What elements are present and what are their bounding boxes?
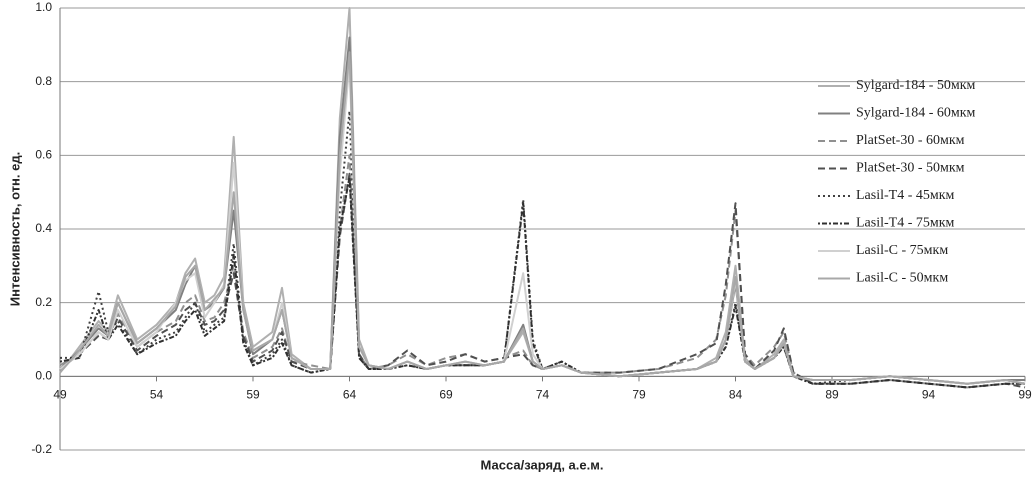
legend-label: Lasil-C - 75мкм [856, 243, 948, 258]
legend-label: Sylgard-184 - 60мкм [856, 106, 976, 121]
series-line [59, 51, 1026, 385]
x-tick-label: 49 [53, 388, 67, 402]
legend-label: Lasil-T4 - 75мкм [856, 216, 955, 231]
x-tick-label: 54 [150, 388, 164, 402]
x-tick-label: 84 [729, 388, 743, 402]
y-tick-label: 0.0 [35, 369, 52, 383]
y-tick-label: 0.8 [35, 74, 52, 88]
y-tick-label: -0.2 [31, 442, 52, 456]
x-tick-label: 64 [343, 388, 357, 402]
series-line [59, 154, 1025, 389]
y-tick-label: 1.0 [35, 0, 52, 14]
x-tick-label: 94 [922, 388, 936, 402]
series-line [59, 172, 1026, 389]
x-tick-label: 79 [632, 388, 646, 402]
y-axis-label: Интенсивность, отн. ед. [7, 152, 22, 306]
legend-label: PlatSet-30 - 60мкм [856, 133, 965, 148]
x-tick-label: 89 [825, 388, 839, 402]
x-tick-label: 69 [439, 388, 453, 402]
legend-label: Lasil-C - 50мкм [856, 271, 948, 286]
x-tick-label: 59 [246, 388, 260, 402]
legend-label: PlatSet-30 - 50мкм [856, 161, 965, 176]
legend-label: Lasil-T4 - 45мкм [856, 188, 955, 203]
x-tick-label: 99 [1018, 388, 1032, 402]
legend-label: Sylgard-184 - 50мкм [856, 78, 976, 93]
x-tick-label: 74 [536, 388, 550, 402]
y-tick-label: 0.6 [35, 148, 52, 162]
x-axis-label: Масса/заряд, а.е.м. [481, 457, 604, 472]
y-tick-label: 0.4 [35, 221, 52, 235]
y-tick-label: 0.2 [35, 295, 52, 309]
